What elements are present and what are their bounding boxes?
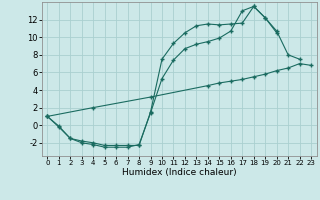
X-axis label: Humidex (Indice chaleur): Humidex (Indice chaleur) bbox=[122, 168, 236, 177]
